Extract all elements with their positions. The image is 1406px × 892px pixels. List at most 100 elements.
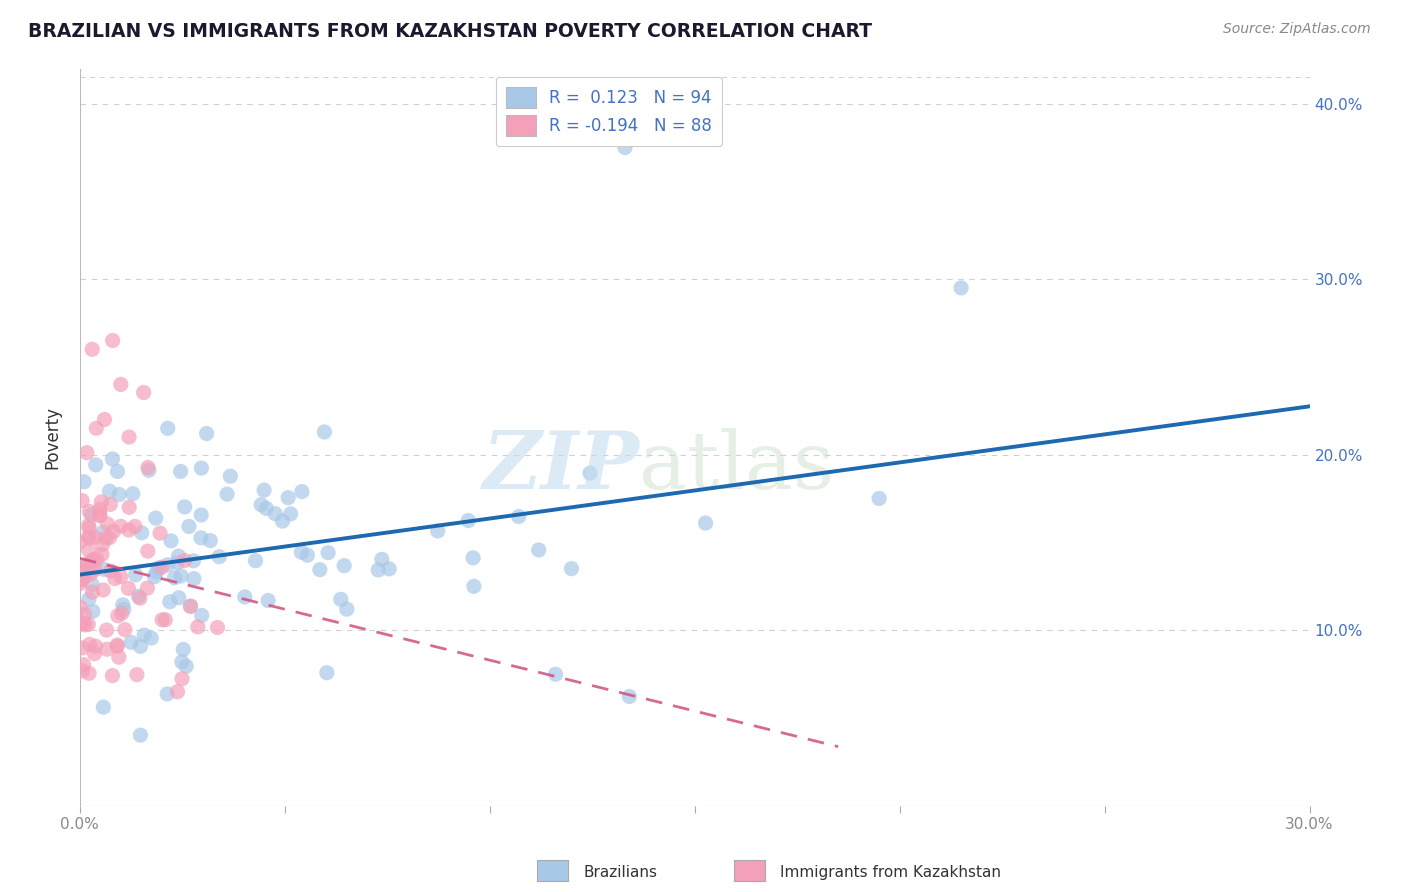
Point — [868, 491, 890, 506]
Point — [183, 572, 205, 586]
Point — [187, 620, 209, 634]
Point — [118, 523, 141, 537]
Text: Source: ZipAtlas.com: Source: ZipAtlas.com — [1223, 22, 1371, 37]
Point — [111, 606, 134, 620]
Point — [253, 483, 276, 497]
Point — [77, 529, 100, 543]
Point — [309, 563, 332, 577]
Point — [378, 562, 401, 576]
Point — [82, 604, 104, 618]
Point — [98, 497, 121, 511]
Point — [86, 552, 108, 566]
Point — [82, 343, 104, 357]
Point — [70, 572, 93, 586]
Point — [72, 573, 94, 587]
Point — [91, 547, 114, 561]
Point — [108, 487, 131, 501]
Point — [121, 486, 143, 500]
Point — [91, 582, 114, 597]
Point — [89, 502, 111, 516]
Point — [91, 700, 114, 714]
Text: BRAZILIAN VS IMMIGRANTS FROM KAZAKHSTAN POVERTY CORRELATION CHART: BRAZILIAN VS IMMIGRANTS FROM KAZAKHSTAN … — [28, 22, 872, 41]
Point — [73, 607, 96, 621]
Point — [125, 667, 148, 681]
Point — [77, 521, 100, 535]
Point — [160, 533, 183, 548]
Point — [77, 666, 100, 681]
Point — [461, 550, 484, 565]
Point — [83, 647, 105, 661]
Point — [208, 549, 231, 564]
Point — [79, 567, 101, 582]
Point — [257, 593, 280, 607]
Point — [333, 558, 356, 573]
Y-axis label: Poverty: Poverty — [44, 406, 60, 468]
Text: Immigrants from Kazakhstan: Immigrants from Kazakhstan — [780, 865, 1001, 880]
Point — [93, 412, 115, 426]
Point — [367, 563, 389, 577]
Point — [127, 589, 149, 603]
Point — [100, 564, 122, 578]
Point — [136, 581, 159, 595]
Point — [207, 620, 229, 634]
Point — [118, 500, 141, 515]
Point — [110, 570, 132, 584]
Point — [166, 684, 188, 698]
Point — [174, 659, 197, 673]
Point — [314, 425, 336, 439]
Point — [108, 650, 131, 665]
Point — [124, 567, 146, 582]
Point — [72, 616, 94, 631]
Point — [104, 572, 127, 586]
Point — [91, 525, 114, 540]
Text: ZIP: ZIP — [482, 428, 640, 505]
Point — [163, 571, 186, 585]
Point — [280, 507, 302, 521]
Point — [695, 516, 717, 530]
Point — [111, 598, 134, 612]
Point — [73, 618, 96, 632]
Point — [73, 475, 96, 489]
Point — [80, 508, 103, 522]
Text: atlas: atlas — [640, 427, 835, 506]
Point — [544, 667, 567, 681]
Point — [217, 487, 239, 501]
Point — [98, 484, 121, 499]
Point — [79, 504, 101, 518]
Point — [250, 498, 273, 512]
Point — [156, 687, 179, 701]
Point — [91, 538, 114, 552]
Point — [180, 599, 202, 613]
Point — [69, 535, 91, 549]
Point — [145, 511, 167, 525]
Point — [79, 637, 101, 651]
Point — [290, 545, 312, 559]
Point — [124, 519, 146, 533]
Point — [156, 421, 179, 435]
Point — [77, 592, 100, 607]
Point — [107, 465, 129, 479]
Point — [190, 461, 212, 475]
Point — [77, 518, 100, 533]
Point — [195, 426, 218, 441]
Point — [179, 599, 201, 614]
Point — [80, 557, 103, 571]
Point — [173, 553, 195, 567]
Point — [950, 281, 973, 295]
Point — [329, 592, 352, 607]
Text: Brazilians: Brazilians — [583, 865, 658, 880]
Point — [148, 561, 170, 575]
Point — [105, 638, 128, 652]
Point — [149, 526, 172, 541]
Point — [264, 507, 287, 521]
Point — [254, 501, 277, 516]
Point — [117, 582, 139, 596]
Point — [70, 640, 93, 655]
Point — [145, 566, 167, 580]
Point — [77, 531, 100, 545]
Point — [84, 421, 107, 435]
Point — [72, 664, 94, 678]
Point — [200, 533, 222, 548]
Point — [82, 585, 104, 599]
Point — [614, 140, 637, 154]
